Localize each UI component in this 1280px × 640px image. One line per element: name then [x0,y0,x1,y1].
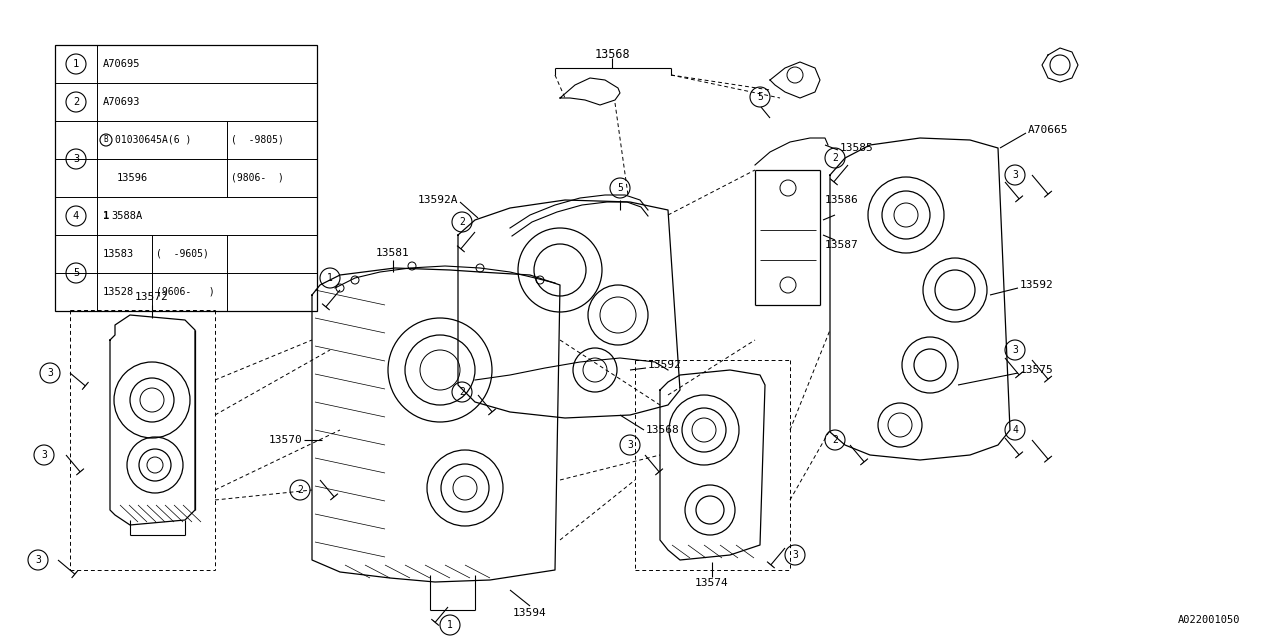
Text: 13592: 13592 [1020,280,1053,290]
Text: 1: 1 [328,273,333,283]
Text: 4: 4 [1012,425,1018,435]
Text: 01030645A(6 ): 01030645A(6 ) [115,135,192,145]
Text: 2: 2 [832,153,838,163]
Text: 13592: 13592 [648,360,682,370]
Text: 5: 5 [617,183,623,193]
Text: 3: 3 [792,550,797,560]
Text: 13594: 13594 [513,608,547,618]
Text: A70695: A70695 [102,59,141,69]
Text: 1: 1 [73,59,79,69]
Text: 1: 1 [102,211,109,221]
Bar [55,45,317,311]
Text: 5: 5 [73,268,79,278]
Text: 13575: 13575 [1020,365,1053,375]
Text: 13581: 13581 [376,248,410,258]
Text: 3: 3 [73,154,79,164]
Text: 13596: 13596 [116,173,148,183]
Text: (  -9805): ( -9805) [230,135,284,145]
Text: 3: 3 [41,450,47,460]
Text: 3: 3 [35,555,41,565]
Text: 3: 3 [1012,345,1018,355]
Text: (  -9605): ( -9605) [156,249,209,259]
Text: 1: 1 [447,620,453,630]
Text: A70693: A70693 [102,97,141,107]
Text: 13572: 13572 [136,292,169,302]
Text: 13583: 13583 [102,249,134,259]
Text: 13528: 13528 [102,287,134,297]
Text: (9806-  ): (9806- ) [230,173,284,183]
Text: A022001050: A022001050 [1178,615,1240,625]
Text: 13568: 13568 [594,49,630,61]
Text: 3588A: 3588A [111,211,142,221]
Text: 13568: 13568 [646,425,680,435]
Text: 3: 3 [1012,170,1018,180]
Text: 3: 3 [627,440,632,450]
Text: 13585: 13585 [840,143,874,153]
Text: 13574: 13574 [695,578,728,588]
Text: 4: 4 [73,211,79,221]
Text: 2: 2 [460,387,465,397]
Text: 3: 3 [47,368,52,378]
Text: A70665: A70665 [1028,125,1069,135]
Text: 2: 2 [297,485,303,495]
Text: B: B [104,136,109,145]
Text: 2: 2 [460,217,465,227]
Text: 13587: 13587 [826,240,859,250]
Text: 13592A: 13592A [417,195,458,205]
Text: 2: 2 [73,97,79,107]
Text: 5: 5 [756,92,763,102]
Text: 2: 2 [832,435,838,445]
Text: (9606-   ): (9606- ) [156,287,215,297]
Text: 13570: 13570 [269,435,302,445]
Text: 13586: 13586 [826,195,859,205]
